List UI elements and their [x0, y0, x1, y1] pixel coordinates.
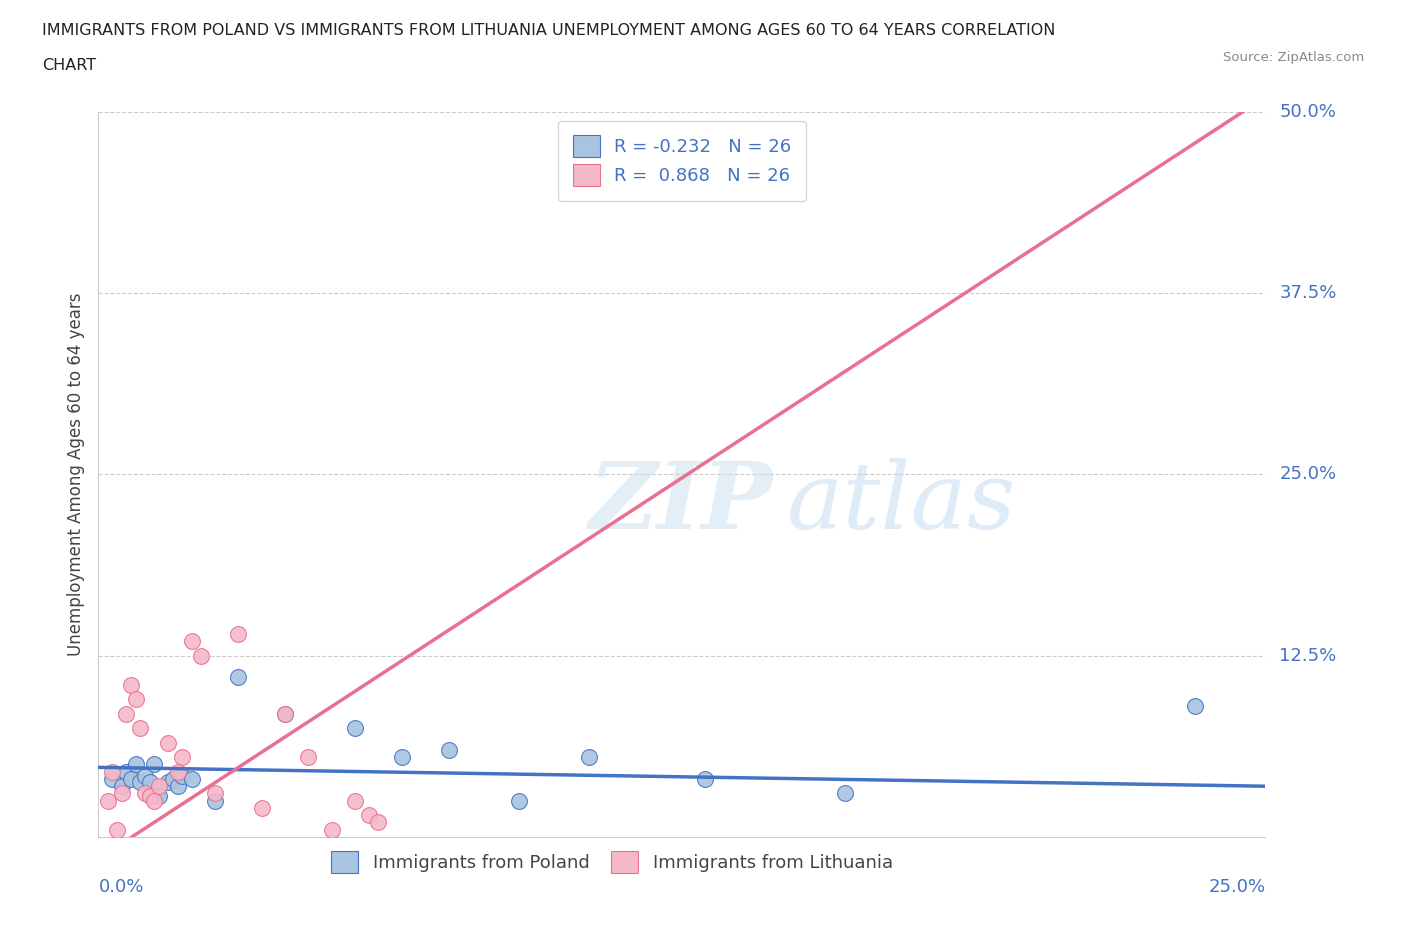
Point [143, 793, 166, 808]
Point [125, 692, 148, 707]
Y-axis label: Unemployment Among Ages 60 to 64 years: Unemployment Among Ages 60 to 64 years [66, 293, 84, 656]
Point [139, 789, 162, 804]
Point [120, 677, 142, 692]
Legend: Immigrants from Poland, Immigrants from Lithuania: Immigrants from Poland, Immigrants from … [322, 843, 901, 883]
Point [695, 772, 717, 787]
Point [111, 786, 134, 801]
Text: 37.5%: 37.5% [1279, 284, 1337, 302]
Point [344, 721, 367, 736]
Point [391, 750, 413, 764]
Point [228, 627, 250, 642]
Point [134, 768, 156, 783]
Point [228, 670, 250, 684]
Point [274, 706, 297, 721]
Text: atlas: atlas [787, 458, 1017, 549]
Point [166, 764, 188, 779]
Point [204, 786, 226, 801]
Point [578, 750, 600, 764]
Point [250, 801, 273, 816]
Point [125, 757, 148, 772]
Text: Source: ZipAtlas.com: Source: ZipAtlas.com [1223, 51, 1364, 64]
Point [190, 648, 212, 663]
Text: CHART: CHART [42, 58, 96, 73]
Point [297, 750, 319, 764]
Point [437, 742, 460, 757]
Text: 12.5%: 12.5% [1279, 646, 1337, 665]
Point [204, 793, 226, 808]
Point [367, 815, 389, 830]
Point [180, 772, 202, 787]
Point [139, 775, 162, 790]
Point [157, 775, 180, 790]
Text: ZIP: ZIP [589, 458, 773, 549]
Point [120, 772, 142, 787]
Point [166, 778, 188, 793]
Point [97, 793, 120, 808]
Point [129, 721, 152, 736]
Point [274, 706, 297, 721]
Point [834, 786, 856, 801]
Point [344, 793, 367, 808]
Point [157, 736, 180, 751]
Text: 50.0%: 50.0% [1279, 102, 1336, 121]
Text: IMMIGRANTS FROM POLAND VS IMMIGRANTS FROM LITHUANIA UNEMPLOYMENT AMONG AGES 60 T: IMMIGRANTS FROM POLAND VS IMMIGRANTS FRO… [42, 23, 1056, 38]
Point [105, 822, 128, 837]
Point [115, 706, 138, 721]
Point [101, 764, 124, 779]
Point [134, 786, 156, 801]
Point [143, 757, 166, 772]
Text: 0.0%: 0.0% [98, 878, 143, 896]
Point [129, 775, 152, 790]
Point [101, 772, 124, 787]
Point [111, 778, 134, 793]
Point [148, 778, 170, 793]
Point [321, 822, 343, 837]
Point [180, 633, 202, 648]
Point [1184, 699, 1206, 714]
Point [115, 764, 138, 779]
Point [359, 808, 381, 823]
Text: 25.0%: 25.0% [1208, 878, 1265, 896]
Point [172, 750, 194, 764]
Point [172, 768, 194, 783]
Point [148, 789, 170, 804]
Point [508, 793, 530, 808]
Text: 25.0%: 25.0% [1279, 465, 1337, 484]
Point [162, 772, 184, 787]
